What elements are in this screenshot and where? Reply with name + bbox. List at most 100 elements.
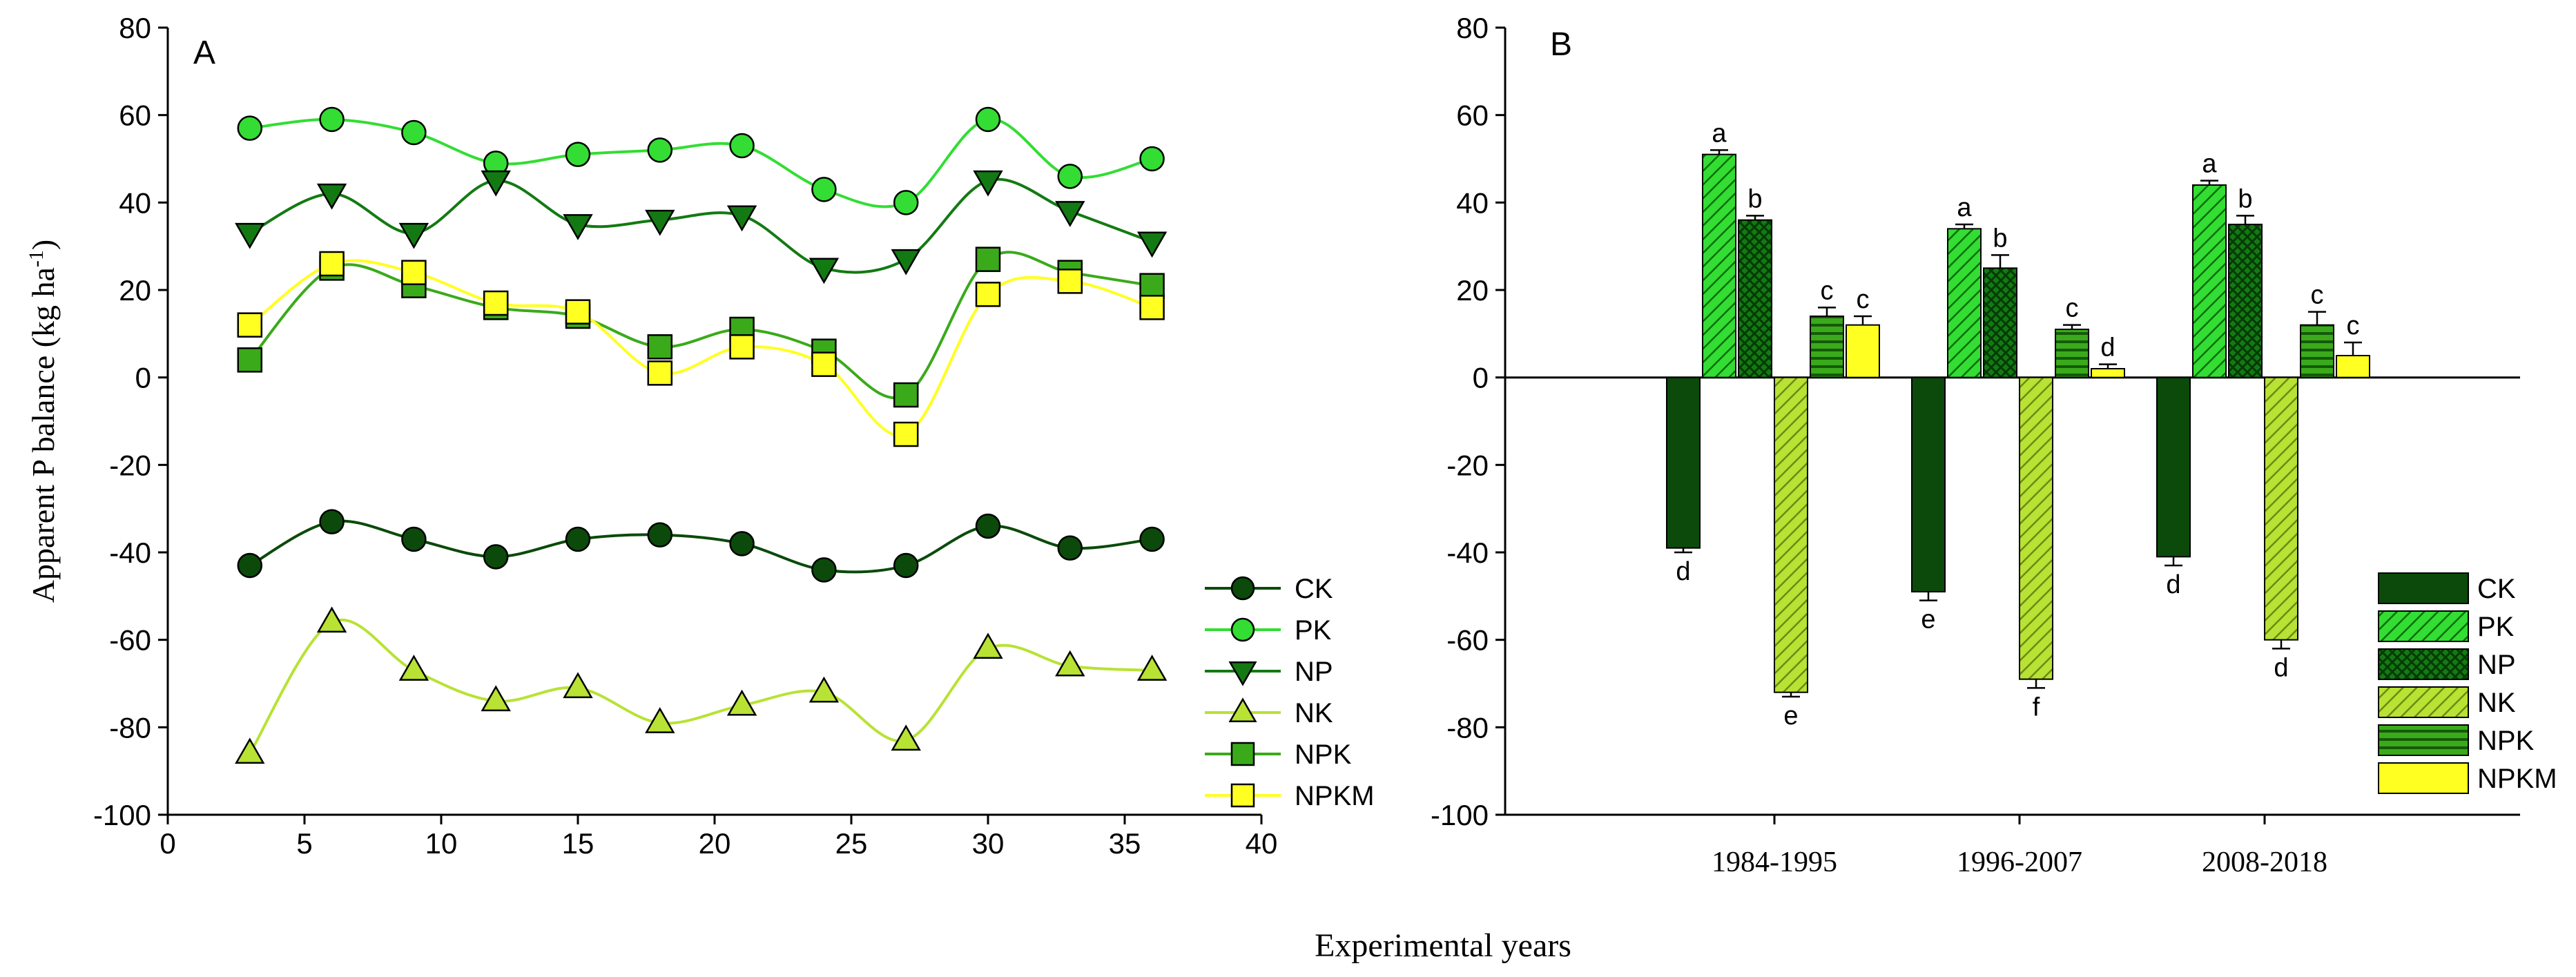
series-ck	[237, 509, 1165, 583]
point-nk	[973, 632, 1003, 659]
point-pk	[319, 106, 345, 133]
bar-ck	[2156, 376, 2191, 558]
point-npk	[647, 334, 673, 360]
legend-marker-npkm	[1230, 783, 1255, 808]
point-np	[1055, 201, 1085, 227]
y-tick-label: 40	[119, 186, 151, 219]
point-nk	[1136, 655, 1168, 681]
point-np	[726, 205, 757, 232]
panel-b-label: B	[1550, 26, 1572, 63]
point-npkm	[729, 334, 755, 360]
legend-label-nk: NK	[1295, 698, 1333, 728]
legend-label-ck: CK	[1295, 574, 1333, 604]
y-tick-label: 20	[1456, 274, 1489, 307]
point-ck	[893, 552, 919, 579]
legend-label-npk: NPK	[1295, 739, 1352, 770]
bar-pk	[2192, 184, 2227, 378]
point-pk	[893, 190, 919, 215]
legend-label-npk: NPK	[2477, 726, 2535, 756]
y-tick-label: -100	[1431, 799, 1489, 831]
series-nk	[235, 606, 1168, 764]
point-npk	[1139, 273, 1165, 298]
legend-label-npkm: NPKM	[2477, 764, 2557, 794]
y-tick-label: -20	[1446, 449, 1489, 481]
bar-npkm	[2336, 355, 2370, 378]
point-nk	[808, 676, 840, 703]
point-nk	[235, 737, 265, 764]
panel-b-legend: CK PK NP NK NPK NPKM	[2378, 572, 2557, 794]
point-ck	[1139, 526, 1165, 552]
bar-npk	[2055, 329, 2089, 378]
x-tick-label: 5	[296, 827, 312, 860]
significance-letter: f	[2033, 693, 2040, 722]
bar-nk	[2264, 376, 2298, 641]
x-tick-label: 40	[1246, 827, 1278, 860]
significance-letter: b	[2238, 184, 2252, 213]
point-np	[645, 209, 675, 236]
y-tick-label: -60	[109, 624, 151, 657]
panel-b: B -100 -80 -60 -40 -20 0 20 40 60 80 1984-1995 1996…	[1431, 12, 2557, 878]
y-tick-label: 60	[119, 99, 151, 132]
point-np	[398, 222, 429, 249]
panel-a-series	[235, 106, 1168, 764]
y-tick-label: -40	[1446, 536, 1489, 569]
series-npkm	[237, 251, 1165, 447]
line-nk	[249, 618, 1152, 755]
significance-letter: d	[2166, 570, 2180, 599]
significance-letter: c	[1857, 285, 1870, 314]
line-npk	[249, 251, 1152, 400]
bar-group-1984-1995: d a b e c c	[1666, 119, 1880, 731]
legend-marker-nk	[1228, 697, 1257, 723]
point-np	[973, 170, 1003, 197]
point-npk	[237, 347, 263, 373]
significance-letter: c	[2311, 281, 2324, 310]
legend-swatch-pk	[2378, 610, 2469, 642]
legend-label-ck: CK	[2477, 574, 2516, 604]
point-npkm	[237, 312, 263, 338]
y-tick-label: 20	[119, 274, 151, 307]
point-pk	[729, 133, 755, 159]
significance-letter: b	[1747, 184, 1762, 213]
legend-label-pk: PK	[1295, 615, 1332, 646]
point-np	[316, 183, 347, 210]
x-tick-label: 30	[972, 827, 1005, 860]
point-npkm	[565, 299, 591, 325]
point-npkm	[647, 360, 673, 386]
point-nk	[398, 655, 429, 681]
bar-np	[1738, 219, 1772, 378]
bar-nk	[1774, 376, 1808, 693]
bar-ck	[1666, 376, 1701, 549]
y-tick-label: 80	[1456, 12, 1489, 44]
bar-npk	[2300, 324, 2334, 378]
y-tick-label: 0	[135, 362, 151, 394]
point-npkm	[811, 351, 837, 377]
legend-label-npkm: NPKM	[1295, 781, 1375, 811]
bar-np	[1983, 267, 2017, 378]
legend-swatch-npk	[2378, 724, 2469, 756]
x-tick-label: 1996-2007	[1957, 847, 2082, 878]
significance-letter: d	[2100, 333, 2115, 362]
point-ck	[401, 526, 427, 552]
series-npk	[237, 246, 1165, 408]
legend-label-np: NP	[2477, 650, 2516, 680]
point-ck	[319, 509, 345, 534]
point-ck	[647, 522, 673, 548]
point-npkm	[1139, 295, 1165, 320]
x-tick-label: 20	[699, 827, 731, 860]
point-pk	[565, 142, 591, 167]
point-nk	[1055, 650, 1085, 677]
point-ck	[1057, 535, 1083, 561]
y-tick-label: -80	[109, 711, 151, 744]
panel-a-legend: CK PK NP NK NPK NPKM	[1205, 574, 1375, 811]
x-tick-label: 25	[835, 827, 868, 860]
point-npkm	[893, 421, 919, 447]
point-pk	[811, 177, 837, 202]
significance-letter: e	[1921, 606, 1935, 635]
point-np	[563, 214, 593, 240]
point-np	[808, 258, 840, 284]
bar-ck	[1911, 376, 1946, 593]
bar-np	[2228, 224, 2263, 378]
point-np	[481, 170, 511, 197]
y-tick-label: -100	[93, 799, 151, 831]
